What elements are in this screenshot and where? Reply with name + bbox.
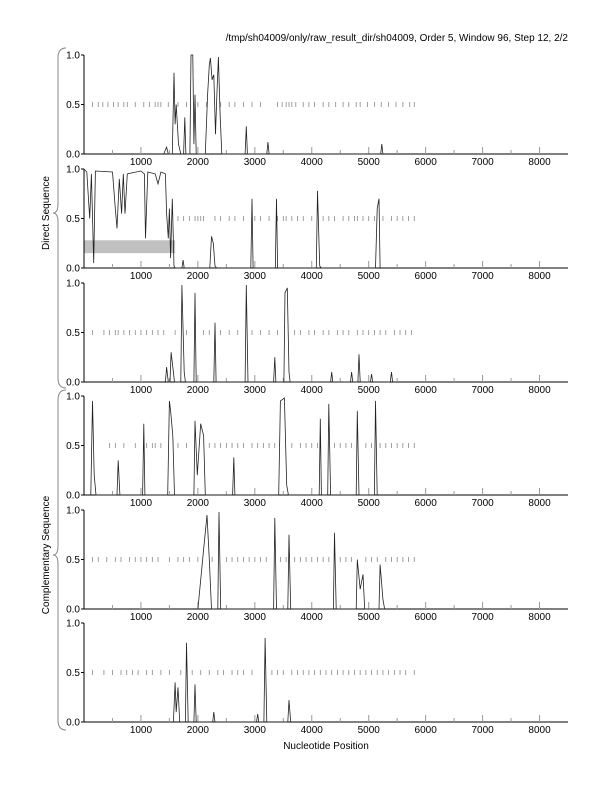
x-tick-label: 4000 <box>301 725 324 736</box>
y-tick-label: 0.5 <box>66 555 80 566</box>
x-axis-label: Nucleotide Position <box>283 741 369 752</box>
x-tick-label: 8000 <box>528 612 551 623</box>
y-tick-label: 0.0 <box>66 378 80 389</box>
x-tick-label: 5000 <box>358 271 381 282</box>
x-tick-label: 2000 <box>187 385 210 396</box>
complementary-brace <box>52 389 67 731</box>
x-tick-label: 7000 <box>471 612 494 623</box>
group-label-complementary: Complementary Sequence <box>41 495 52 614</box>
y-tick-label: 0.0 <box>66 605 80 616</box>
x-tick-label: 5000 <box>358 725 381 736</box>
y-tick-label: 0.0 <box>66 264 80 275</box>
x-tick-label: 2000 <box>187 157 210 168</box>
x-tick-label: 1000 <box>130 498 153 509</box>
x-tick-label: 7000 <box>471 385 494 396</box>
y-tick-label: 0.0 <box>66 718 80 729</box>
highlight-band <box>84 240 176 254</box>
complementary-frame-2-series-line <box>197 511 385 610</box>
x-tick-label: 5000 <box>358 157 381 168</box>
x-tick-label: 3000 <box>244 271 267 282</box>
x-tick-label: 6000 <box>415 157 438 168</box>
x-tick-label: 5000 <box>358 498 381 509</box>
x-tick-label: 6000 <box>415 271 438 282</box>
x-tick-label: 4000 <box>301 385 324 396</box>
direct-brace <box>52 47 67 389</box>
x-tick-label: 1000 <box>130 612 153 623</box>
x-tick-label: 2000 <box>187 725 210 736</box>
y-tick-label: 0.5 <box>66 441 80 452</box>
chart-title: /tmp/sh04009/only/raw_result_dir/sh04009… <box>226 33 569 44</box>
x-tick-label: 8000 <box>528 157 551 168</box>
x-tick-label: 7000 <box>471 157 494 168</box>
x-tick-label: 3000 <box>244 725 267 736</box>
complementary-frame-3-series-line <box>173 637 292 723</box>
y-tick-label: 0.5 <box>66 100 80 111</box>
x-tick-label: 7000 <box>471 725 494 736</box>
x-tick-label: 3000 <box>244 498 267 509</box>
x-tick-label: 6000 <box>415 498 438 509</box>
x-tick-label: 4000 <box>301 271 324 282</box>
x-tick-label: 1000 <box>130 725 153 736</box>
y-tick-label: 0.5 <box>66 214 80 225</box>
x-tick-label: 5000 <box>358 612 381 623</box>
x-tick-label: 2000 <box>187 498 210 509</box>
group-label-direct: Direct Sequence <box>41 176 52 250</box>
x-tick-label: 1000 <box>130 385 153 396</box>
y-tick-label: 0.0 <box>66 150 80 161</box>
direct-frame-1-series-line <box>163 54 384 155</box>
y-tick-label: 0.5 <box>66 668 80 679</box>
y-tick-label: 0.0 <box>66 491 80 502</box>
x-tick-label: 4000 <box>301 612 324 623</box>
x-tick-label: 3000 <box>244 157 267 168</box>
x-tick-label: 1000 <box>130 271 153 282</box>
y-tick-label: 0.5 <box>66 328 80 339</box>
y-tick-label: 1.0 <box>66 619 80 630</box>
x-tick-label: 7000 <box>471 271 494 282</box>
x-tick-label: 4000 <box>301 498 324 509</box>
complementary-frame-1-series-line <box>90 397 378 496</box>
x-tick-label: 6000 <box>415 725 438 736</box>
x-tick-label: 3000 <box>244 385 267 396</box>
y-tick-label: 1.0 <box>66 506 80 517</box>
x-tick-label: 8000 <box>528 498 551 509</box>
direct-frame-3-series-line <box>165 284 393 383</box>
x-tick-label: 2000 <box>187 612 210 623</box>
y-tick-label: 1.0 <box>66 392 80 403</box>
x-tick-label: 3000 <box>244 612 267 623</box>
x-tick-label: 6000 <box>415 385 438 396</box>
x-tick-label: 1000 <box>130 157 153 168</box>
x-tick-label: 2000 <box>187 271 210 282</box>
x-tick-label: 5000 <box>358 385 381 396</box>
x-tick-label: 7000 <box>471 498 494 509</box>
direct-frame-2-series-line <box>83 168 381 269</box>
x-tick-label: 8000 <box>528 725 551 736</box>
y-tick-label: 1.0 <box>66 165 80 176</box>
x-tick-label: 6000 <box>415 612 438 623</box>
y-tick-label: 1.0 <box>66 279 80 290</box>
x-tick-label: 8000 <box>528 385 551 396</box>
x-tick-label: 8000 <box>528 271 551 282</box>
y-tick-label: 1.0 <box>66 51 80 62</box>
x-tick-label: 4000 <box>301 157 324 168</box>
